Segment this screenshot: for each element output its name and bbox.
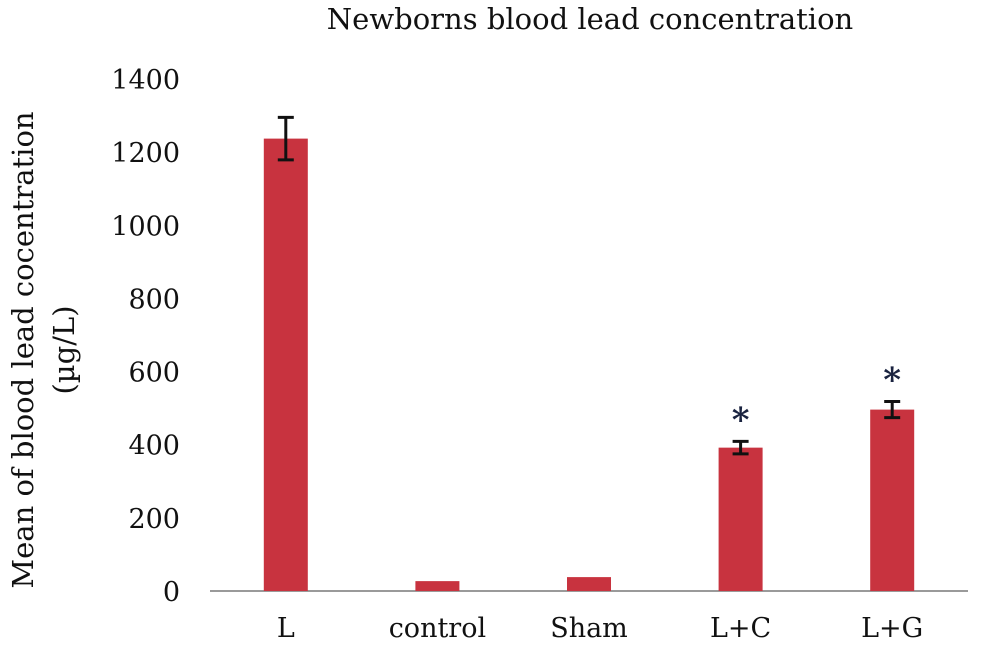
bars-group: ** [263,115,915,591]
x-tick-label: L+C [710,613,771,644]
y-tick-label: 400 [128,431,180,462]
bar-control [415,581,460,591]
bar-Sham [567,577,611,591]
y-axis-label-line1: Mean of blood lead cocentration [6,111,40,588]
chart-title: Newborns blood lead concentration [326,2,854,36]
significance-marker: * [883,361,901,401]
x-tick-label: L+G [861,613,923,644]
y-tick-label: 800 [128,284,180,315]
y-tick-label: 1200 [111,138,180,169]
y-tick-label: 0 [163,577,180,608]
error-bar-L+G [884,400,901,420]
bar-L [263,138,308,591]
significance-marker: * [732,400,750,440]
x-tick-label: Sham [550,613,628,644]
y-tick-label: 600 [128,358,180,389]
y-tick-label: 200 [128,504,180,535]
error-bar-L+C [732,439,749,456]
y-tick-labels: 0 200 400 600 800 1000 1200 1400 [111,65,180,608]
x-tick-label: control [389,613,486,644]
y-axis-label-group: Mean of blood lead cocentration (µg/L) [6,111,81,588]
y-tick-label: 1000 [111,211,180,242]
y-tick-label: 1400 [111,65,180,96]
y-axis-label-line2: (µg/L) [47,305,81,394]
x-tick-label: L [277,613,295,644]
bar-L+G [870,409,915,591]
error-bar-L [277,115,294,162]
bar-L+C [718,447,763,591]
